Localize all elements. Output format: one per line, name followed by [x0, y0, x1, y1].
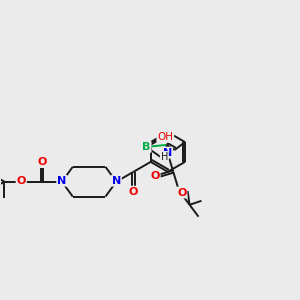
Text: N: N — [112, 176, 121, 186]
Text: OH: OH — [157, 132, 173, 142]
Text: O: O — [129, 187, 138, 196]
Text: O: O — [38, 157, 47, 167]
Text: N: N — [57, 176, 67, 186]
Text: B: B — [142, 142, 151, 152]
Text: N: N — [163, 148, 172, 158]
Text: O: O — [177, 188, 187, 197]
Text: O: O — [150, 170, 160, 181]
Text: H: H — [160, 152, 168, 162]
Text: O: O — [16, 176, 26, 186]
